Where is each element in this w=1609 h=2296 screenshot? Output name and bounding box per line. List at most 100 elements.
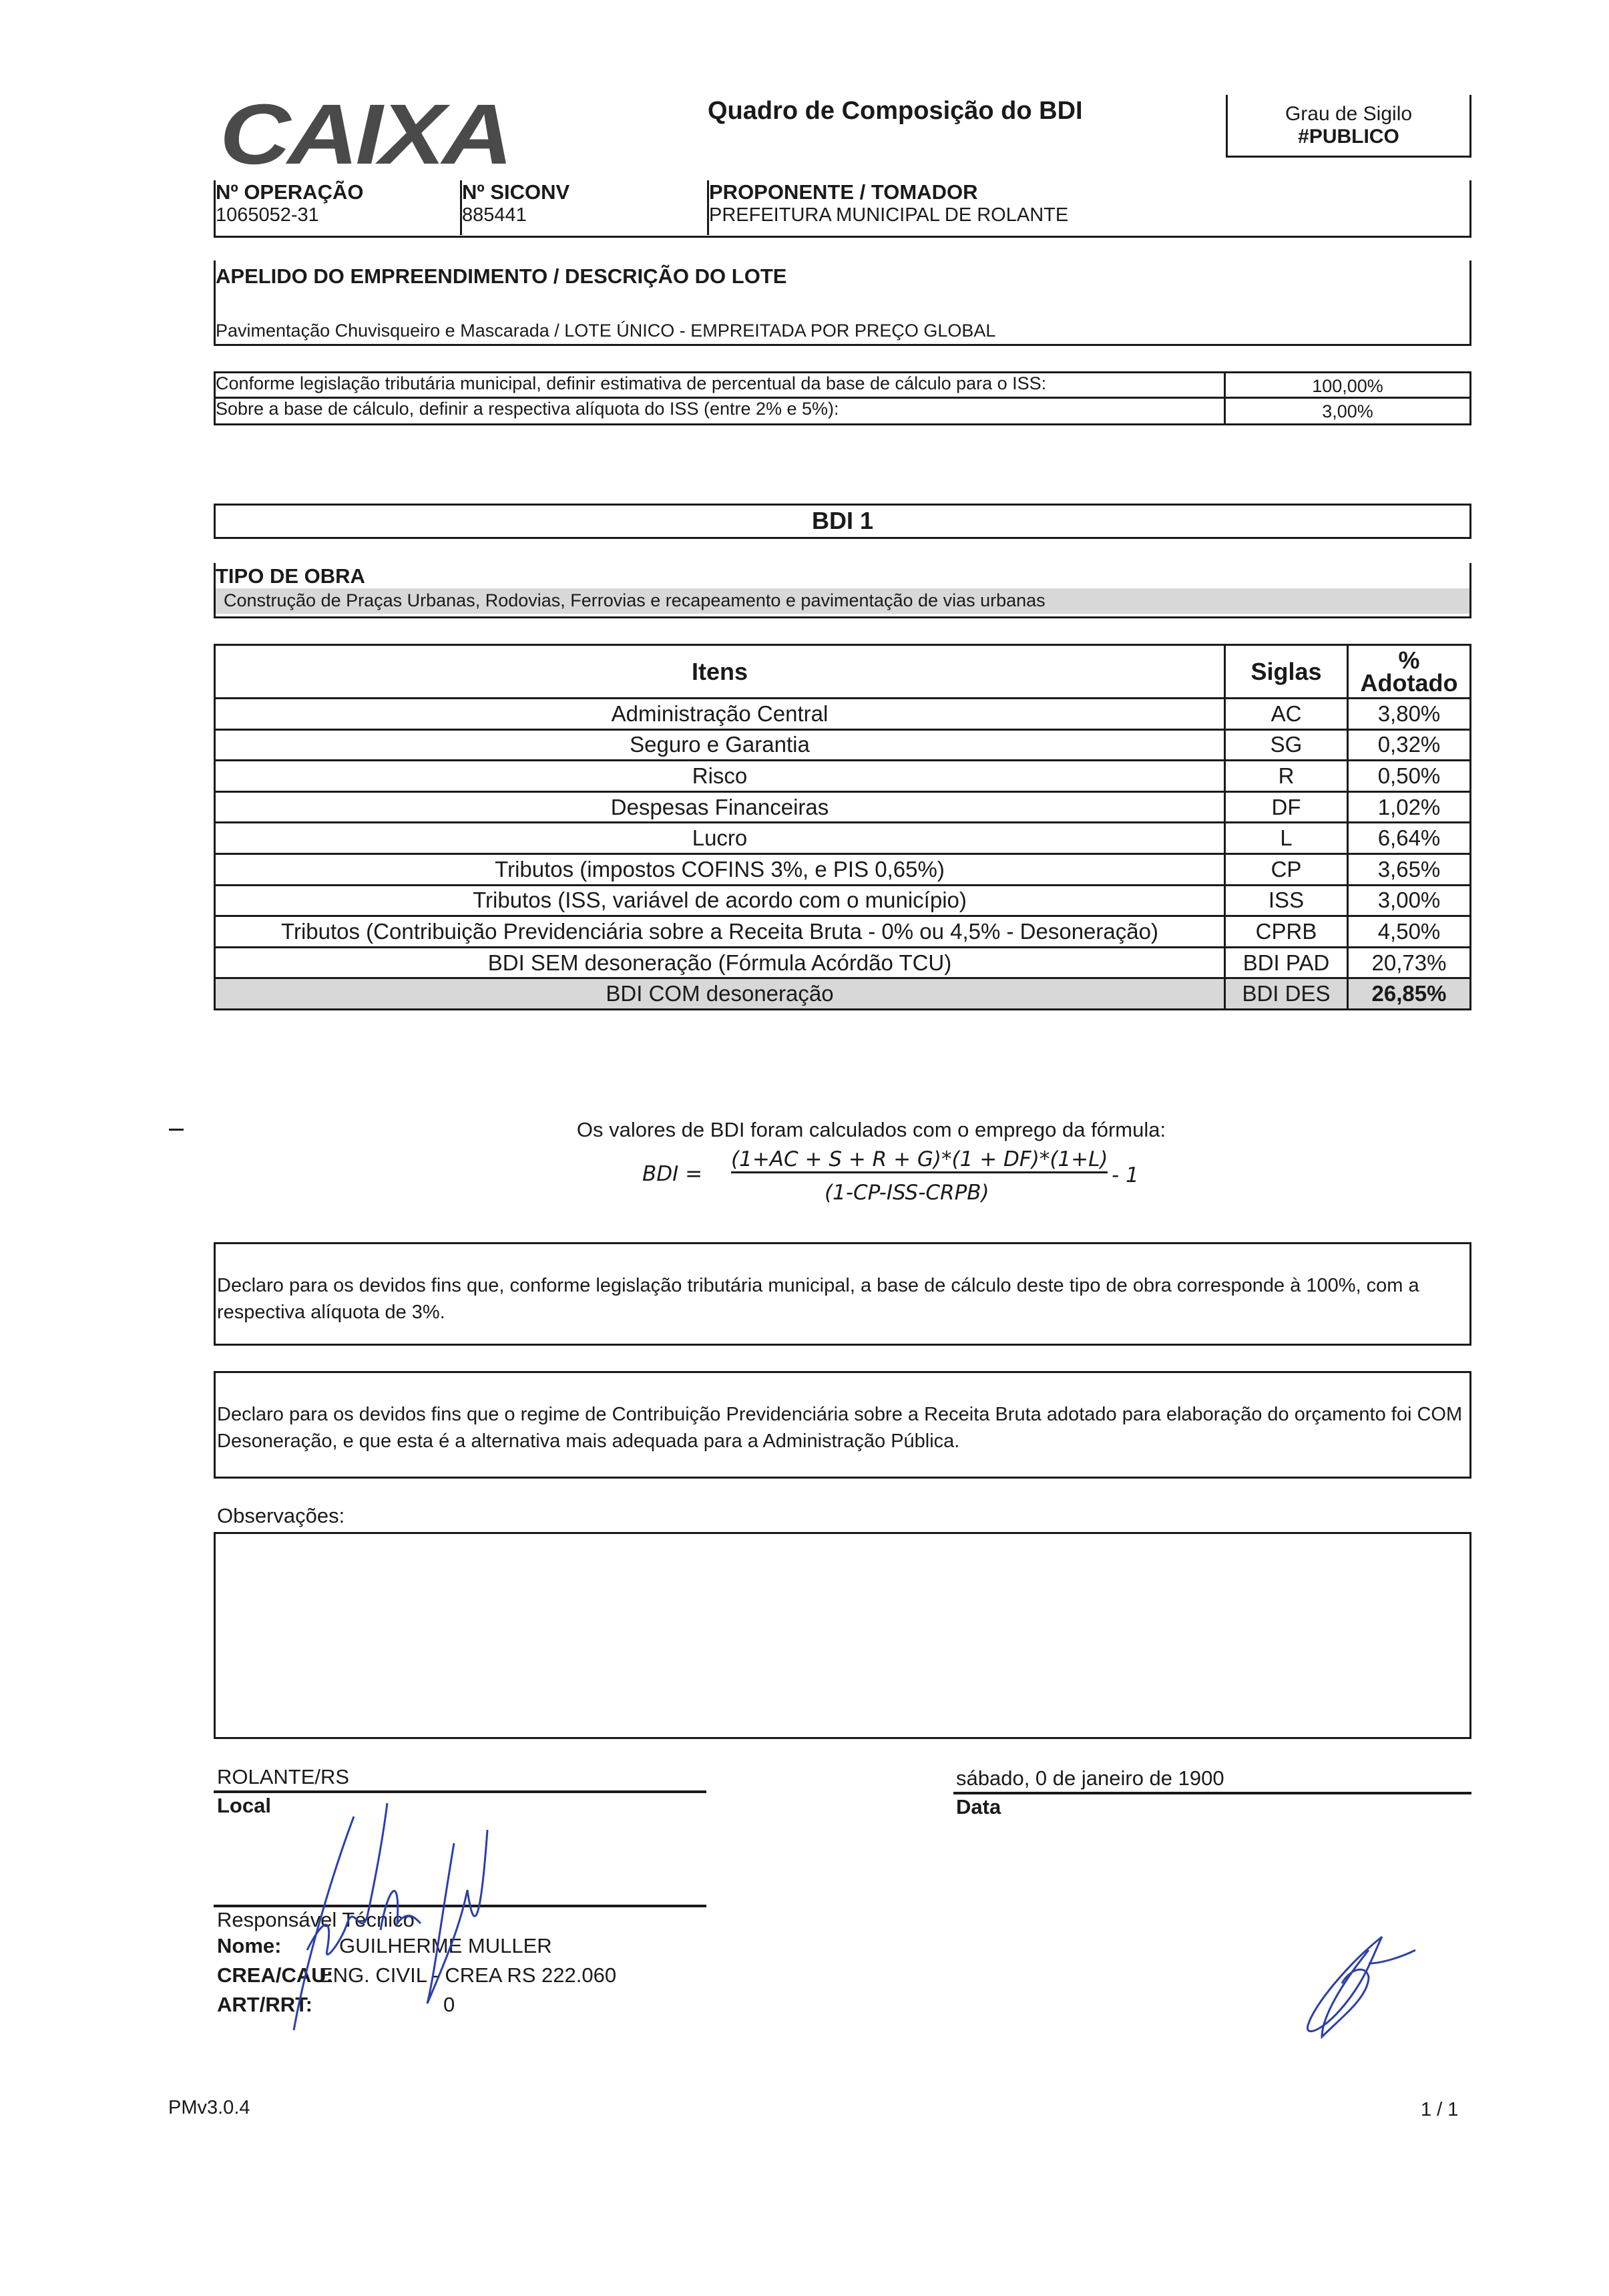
sigilo-value: #PUBLICO bbox=[1298, 126, 1399, 148]
declaracao-iss-box: Declaro para os devidos fins que, confor… bbox=[214, 1242, 1471, 1346]
responsavel-line bbox=[214, 1905, 706, 1907]
formula-lhs: BDI = bbox=[642, 1162, 703, 1186]
item-percent: 3,00% bbox=[1347, 884, 1471, 918]
siconv-label: Nº SICONV bbox=[462, 180, 570, 204]
apelido-label: APELIDO DO EMPREENDIMENTO / DESCRIÇÃO DO… bbox=[216, 264, 787, 288]
observacoes-field[interactable] bbox=[214, 1532, 1471, 1739]
items-header-row: Itens Siglas % Adotado bbox=[214, 644, 1471, 699]
proponente-label: PROPONENTE / TOMADOR bbox=[709, 180, 978, 204]
rubrica-signature bbox=[1307, 1935, 1416, 2040]
item-name: BDI COM desoneração bbox=[214, 977, 1226, 1010]
item-percent: 3,65% bbox=[1347, 852, 1471, 886]
item-sigla: L bbox=[1224, 821, 1349, 855]
iss-aliquota-label: Sobre a base de cálculo, definir a respe… bbox=[216, 399, 1226, 423]
declaracao-iss-text: Declaro para os devidos fins que, confor… bbox=[217, 1275, 1419, 1323]
item-name: BDI SEM desoneração (Fórmula Acórdão TCU… bbox=[214, 946, 1226, 980]
formula-intro: Os valores de BDI foram calculados com o… bbox=[576, 1118, 1166, 1141]
items-table: Itens Siglas % Adotado Administração Cen… bbox=[214, 644, 1471, 1010]
local-line bbox=[214, 1790, 706, 1793]
art-value: 0 bbox=[443, 1993, 455, 2016]
item-percent: 6,64% bbox=[1347, 821, 1471, 855]
item-percent: 26,85% bbox=[1347, 977, 1471, 1010]
item-name: Administração Central bbox=[214, 697, 1226, 731]
header-siglas: Siglas bbox=[1224, 644, 1349, 699]
crea-label: CREA/CAU: bbox=[217, 1963, 333, 1987]
declaracao-cprb-box: Declaro para os devidos fins que o regim… bbox=[214, 1371, 1471, 1479]
responsavel-signature bbox=[292, 1802, 489, 2031]
operacao-cell: Nº OPERAÇÃO 1065052-31 bbox=[216, 180, 461, 234]
tipo-obra-value: Construção de Praças Urbanas, Rodovias, … bbox=[216, 588, 1469, 614]
item-percent: 3,80% bbox=[1347, 697, 1471, 731]
item-percent: 1,02% bbox=[1347, 790, 1471, 824]
declaracao-cprb-text: Declaro para os devidos fins que o regim… bbox=[217, 1404, 1463, 1452]
iss-base-value: 100,00% bbox=[1226, 373, 1469, 399]
caixa-logo: CAIXA bbox=[220, 87, 513, 182]
item-row: Tributos (Contribuição Previdenciária so… bbox=[214, 915, 1471, 948]
item-name: Tributos (ISS, variável de acordo com o … bbox=[214, 884, 1226, 918]
observacoes-label: Observações: bbox=[217, 1504, 345, 1527]
item-sigla: BDI PAD bbox=[1224, 946, 1349, 980]
apelido-value: Pavimentação Chuvisqueiro e Mascarada / … bbox=[216, 321, 996, 341]
siconv-cell: Nº SICONV 885441 bbox=[460, 180, 707, 235]
crea-value: ENG. CIVIL - CREA RS 222.060 bbox=[319, 1963, 617, 1987]
item-name: Despesas Financeiras bbox=[214, 790, 1226, 824]
siconv-value: 885441 bbox=[462, 204, 527, 226]
item-row: Seguro e Garantia SG 0,32% bbox=[214, 728, 1471, 762]
header-itens: Itens bbox=[214, 644, 1226, 699]
item-sigla: SG bbox=[1224, 728, 1349, 762]
item-name: Seguro e Garantia bbox=[214, 728, 1226, 762]
item-sigla: ISS bbox=[1224, 884, 1349, 918]
iss-table: Conforme legislação tributária municipal… bbox=[214, 371, 1471, 425]
item-row: BDI COM desoneração BDI DES 26,85% bbox=[214, 977, 1471, 1010]
item-name: Tributos (impostos COFINS 3%, e PIS 0,65… bbox=[214, 852, 1226, 886]
nome-label: Nome: bbox=[217, 1934, 282, 1957]
page-number: 1 / 1 bbox=[1421, 2099, 1459, 2120]
page-title: Quadro de Composição do BDI bbox=[708, 97, 1083, 125]
item-row: Despesas Financeiras DF 1,02% bbox=[214, 790, 1471, 824]
sigilo-box: Grau de Sigilo #PUBLICO bbox=[1226, 95, 1471, 158]
item-row: Lucro L 6,64% bbox=[214, 821, 1471, 855]
data-line bbox=[953, 1792, 1471, 1794]
item-percent: 0,50% bbox=[1347, 759, 1471, 793]
local-label: Local bbox=[217, 1794, 271, 1817]
item-row: Administração Central AC 3,80% bbox=[214, 697, 1471, 731]
item-row: BDI SEM desoneração (Fórmula Acórdão TCU… bbox=[214, 946, 1471, 980]
data-value: sábado, 0 de janeiro de 1900 bbox=[956, 1766, 1224, 1790]
tipo-obra-box: TIPO DE OBRA Construção de Praças Urbana… bbox=[214, 563, 1471, 618]
item-percent: 0,32% bbox=[1347, 728, 1471, 762]
formula-numerator: (1+AC + S + R + G)*(1 + DF)*(1+L) bbox=[731, 1147, 1108, 1173]
item-sigla: BDI DES bbox=[1224, 977, 1349, 1010]
proponente-value: PREFEITURA MUNICIPAL DE ROLANTE bbox=[709, 204, 1069, 226]
item-sigla: R bbox=[1224, 759, 1349, 793]
header-adotado: % Adotado bbox=[1347, 644, 1471, 699]
margin-dash bbox=[169, 1129, 184, 1131]
formula-denominator: (1-CP-ISS-CRPB) bbox=[825, 1181, 989, 1205]
item-name: Lucro bbox=[214, 821, 1226, 855]
local-value: ROLANTE/RS bbox=[217, 1765, 350, 1788]
operacao-value: 1065052-31 bbox=[216, 204, 319, 226]
proponente-cell: PROPONENTE / TOMADOR PREFEITURA MUNICIPA… bbox=[707, 180, 1441, 235]
item-row: Tributos (ISS, variável de acordo com o … bbox=[214, 884, 1471, 918]
ids-box: Nº OPERAÇÃO 1065052-31 Nº SICONV 885441 … bbox=[214, 180, 1471, 238]
apelido-box: APELIDO DO EMPREENDIMENTO / DESCRIÇÃO DO… bbox=[214, 260, 1471, 346]
tipo-obra-label: TIPO DE OBRA bbox=[216, 564, 365, 588]
version-label: PMv3.0.4 bbox=[168, 2097, 250, 2118]
bdi-title: BDI 1 bbox=[811, 507, 874, 534]
sigilo-label: Grau de Sigilo bbox=[1285, 103, 1413, 125]
formula-tail: - 1 bbox=[1112, 1163, 1139, 1187]
nome-value: GUILHERME MULLER bbox=[339, 1934, 552, 1957]
item-name: Risco bbox=[214, 759, 1226, 793]
item-row: Tributos (impostos COFINS 3%, e PIS 0,65… bbox=[214, 852, 1471, 886]
item-sigla: CP bbox=[1224, 852, 1349, 886]
data-label: Data bbox=[956, 1795, 1001, 1819]
iss-base-label: Conforme legislação tributária municipal… bbox=[216, 373, 1226, 399]
item-percent: 20,73% bbox=[1347, 946, 1471, 980]
item-name: Tributos (Contribuição Previdenciária so… bbox=[214, 915, 1226, 948]
item-sigla: CPRB bbox=[1224, 915, 1349, 948]
item-sigla: DF bbox=[1224, 790, 1349, 824]
iss-aliquota-value: 3,00% bbox=[1322, 401, 1373, 421]
item-row: Risco R 0,50% bbox=[214, 759, 1471, 793]
item-percent: 4,50% bbox=[1347, 915, 1471, 948]
operacao-label: Nº OPERAÇÃO bbox=[216, 180, 364, 204]
bdi-title-box: BDI 1 bbox=[214, 504, 1471, 539]
